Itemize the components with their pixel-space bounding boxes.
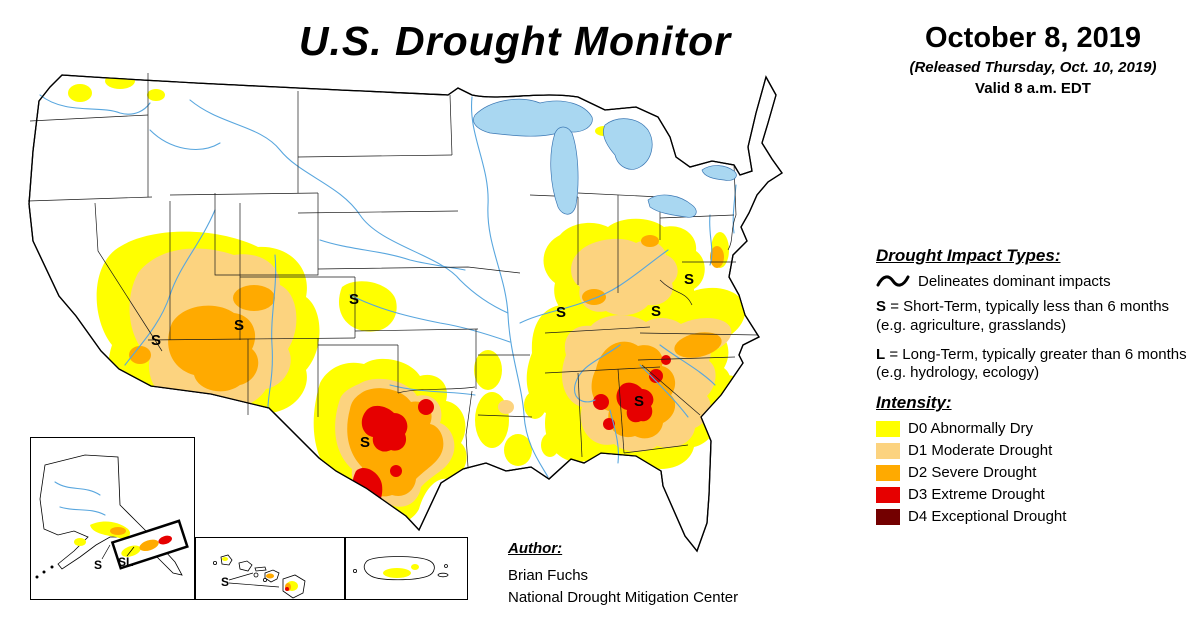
- d2-swatch: [876, 464, 900, 481]
- hawaii-impact-letter-s: S: [221, 575, 229, 589]
- date-block: October 8, 2019 (Released Thursday, Oct.…: [872, 22, 1194, 97]
- lake-erie: [647, 194, 697, 218]
- impact-letter-midatlantic: S: [684, 271, 694, 288]
- oahu: [238, 560, 253, 572]
- intensity-heading: Intensity:: [876, 393, 952, 412]
- impact-letters: S S S S S S S S: [151, 271, 694, 451]
- d0-label: D0 Abnormally Dry: [908, 420, 1034, 437]
- us-drought-map: S S S S S S S S: [27, 73, 783, 553]
- puerto-rico-inset: [345, 537, 468, 600]
- delineates-row: Delineates dominant impacts: [876, 272, 1198, 290]
- long-term-symbol: L: [876, 345, 886, 363]
- legend-item-d0: D0 Abnormally Dry: [876, 420, 1198, 437]
- page-title: U.S. Drought Monitor: [298, 18, 732, 64]
- impact-letter-tx: S: [360, 434, 370, 451]
- short-term-symbol: S: [876, 298, 887, 315]
- lake-michigan: [550, 126, 579, 215]
- author-name: Brian Fuchs: [508, 566, 589, 584]
- impact-letter-ga: S: [634, 393, 644, 410]
- released-date: (Released Thursday, Oct. 10, 2019): [909, 59, 1157, 76]
- d4-swatch: [876, 508, 900, 525]
- d3-areas: [352, 355, 671, 510]
- author-heading: Author:: [508, 540, 563, 557]
- lanai: [253, 572, 259, 578]
- author-org: National Drought Mitigation Center: [508, 589, 739, 606]
- impact-types-heading: Drought Impact Types:: [876, 246, 1061, 265]
- d3-swatch: [876, 486, 900, 503]
- author-block: Author: Brian Fuchs National Drought Mit…: [508, 538, 738, 610]
- lake-huron: [603, 118, 653, 170]
- impact-letter-nm: S: [234, 317, 244, 334]
- legend-item-d2: D2 Severe Drought: [876, 464, 1198, 481]
- d1-swatch: [876, 442, 900, 459]
- d4-label: D4 Exceptional Drought: [908, 508, 1067, 525]
- d2-label: D2 Severe Drought: [908, 464, 1037, 481]
- short-term-text: = Short-Term, typically less than 6 mont…: [876, 298, 1170, 334]
- hawaii-inset: S: [195, 537, 345, 600]
- mona-island: [352, 569, 357, 574]
- long-term-text: = Long-Term, typically greater than 6 mo…: [876, 345, 1187, 382]
- d3-label: D3 Extreme Drought: [908, 486, 1045, 503]
- d1-label: D1 Moderate Drought: [908, 442, 1053, 459]
- impact-letter-ky: S: [556, 304, 566, 321]
- legend-item-d1: D1 Moderate Drought: [876, 442, 1198, 459]
- d0-swatch: [876, 420, 900, 437]
- impact-letter-va: S: [651, 303, 661, 320]
- long-term-definition: L = Long-Term, typically greater than 6 …: [876, 346, 1198, 384]
- culebra: [444, 564, 448, 568]
- molokai: [254, 566, 267, 572]
- valid-time: Valid 8 a.m. EDT: [975, 80, 1091, 97]
- alaska-impact-letter-sl: SL: [118, 555, 133, 569]
- legend-panel: Drought Impact Types: Delineates dominan…: [876, 246, 1198, 530]
- map-date: October 8, 2019: [925, 22, 1141, 54]
- legend-item-d4: D4 Exceptional Drought: [876, 508, 1198, 525]
- alaska-impact-letter-s: S: [94, 558, 102, 572]
- lake-ontario: [701, 165, 737, 181]
- lake-superior: [473, 98, 593, 137]
- squiggle-icon: [876, 275, 910, 287]
- impact-letter-az: S: [151, 332, 161, 349]
- conus-border-overlay: [28, 74, 783, 553]
- great-lakes: [473, 98, 737, 218]
- short-term-definition: S = Short-Term, typically less than 6 mo…: [876, 298, 1198, 336]
- impact-letter-ks: S: [349, 291, 359, 308]
- vieques: [437, 572, 449, 578]
- delineates-label: Delineates dominant impacts: [918, 272, 1111, 290]
- legend-item-d3: D3 Extreme Drought: [876, 486, 1198, 503]
- alaska-inset: S SL: [30, 437, 195, 600]
- rivers: [39, 94, 737, 478]
